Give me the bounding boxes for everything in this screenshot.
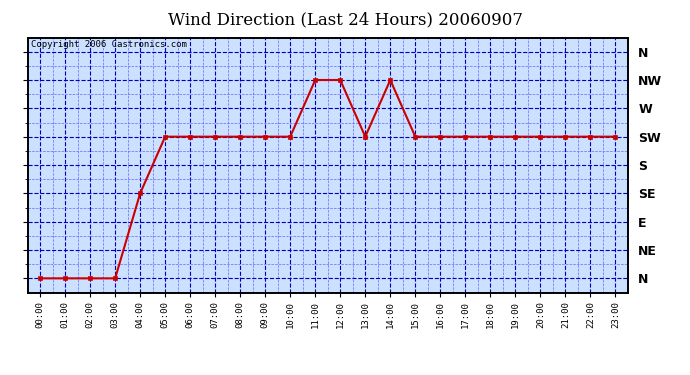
Text: Copyright 2006 Castronics.com: Copyright 2006 Castronics.com [30,40,186,49]
Text: Wind Direction (Last 24 Hours) 20060907: Wind Direction (Last 24 Hours) 20060907 [168,11,522,28]
